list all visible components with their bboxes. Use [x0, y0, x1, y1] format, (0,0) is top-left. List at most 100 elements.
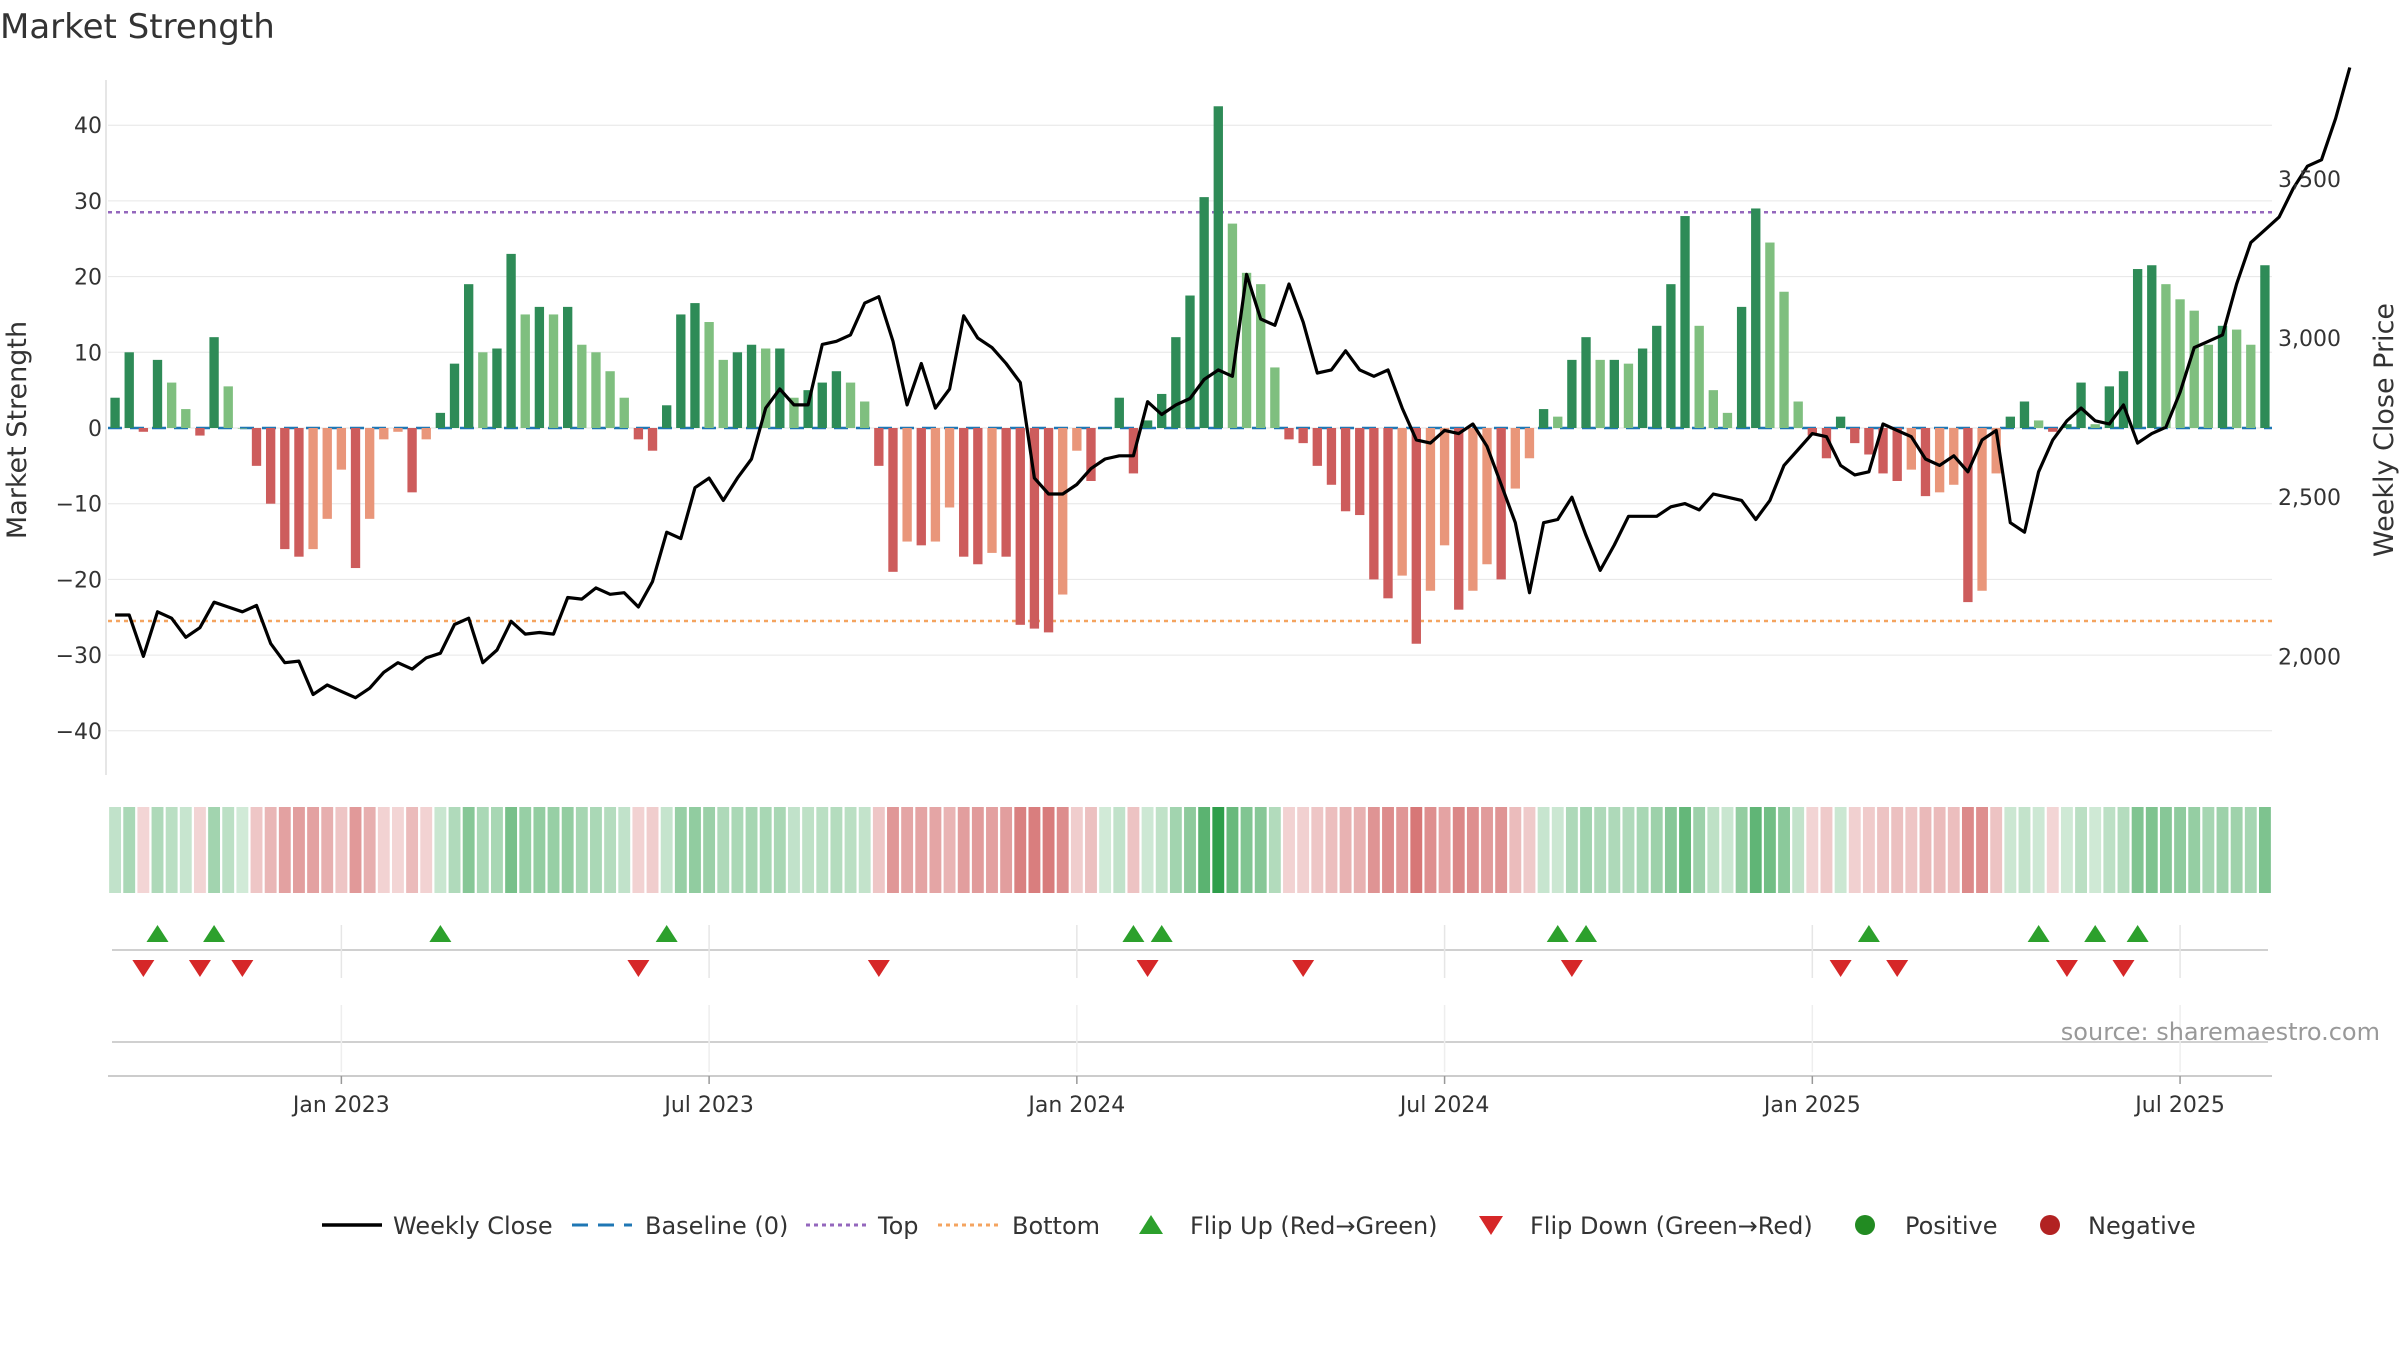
right-axis: 3,500 3,000 2,500 2,000: [2278, 168, 2341, 670]
strength-bar: [1666, 284, 1676, 428]
heat-cell: [1721, 807, 1734, 893]
heat-cell: [1650, 807, 1663, 893]
flip-down-marker: [1136, 960, 1159, 977]
strength-bar: [746, 344, 757, 428]
heat-cell: [491, 807, 503, 893]
strength-bar: [1637, 348, 1648, 428]
flip-down-marker: [188, 960, 211, 977]
heat-cell: [2159, 807, 2172, 893]
strength-bar: [350, 428, 361, 569]
legend-swatch-flip-down: [1479, 1216, 1503, 1235]
strength-bar: [789, 397, 799, 428]
flip-down-marker: [132, 960, 155, 977]
strength-bar: [817, 382, 827, 428]
strength-bar: [1058, 428, 1068, 595]
strength-bar: [888, 428, 898, 572]
heat-cell: [1169, 807, 1182, 893]
heat-cell: [1099, 807, 1112, 893]
heat-cell: [1749, 807, 1762, 893]
strength-bar: [690, 303, 700, 428]
flip-markers-panel: [112, 925, 2268, 978]
heat-cell: [1622, 807, 1635, 893]
heat-cell: [2174, 807, 2187, 893]
heat-cell: [1056, 807, 1069, 893]
heat-cell: [533, 807, 546, 893]
strength-bar: [506, 253, 516, 428]
heat-cell: [632, 807, 645, 893]
heat-cell: [2018, 807, 2031, 893]
flip-up-marker: [1150, 925, 1173, 942]
heat-cell: [1113, 807, 1126, 893]
strength-bar: [577, 344, 587, 428]
strength-bar: [930, 428, 941, 542]
right-tick-label: 2,000: [2278, 645, 2341, 670]
weekly-close-series: [115, 67, 2352, 700]
left-tick-label: 0: [88, 417, 102, 442]
x-axis: Jan 2023 Jul 2023 Jan 2024 Jul 2024 Jan 2025…: [108, 1075, 2272, 1118]
strength-bars: [110, 106, 2270, 644]
strength-bar: [1439, 428, 1450, 546]
strength-bar: [1284, 428, 1294, 440]
heat-cell: [1551, 807, 1564, 893]
strength-bar: [379, 428, 389, 440]
strength-bar: [2217, 325, 2228, 428]
flip-down-marker: [867, 960, 890, 977]
strength-bar: [647, 428, 658, 451]
strength-bar: [407, 428, 417, 493]
heat-cell: [1509, 807, 1522, 893]
strength-bar: [1567, 359, 1577, 428]
heat-cell: [1000, 807, 1013, 893]
flip-up-marker: [1575, 925, 1598, 942]
heat-cell: [604, 807, 617, 893]
strength-bar: [1312, 428, 1322, 466]
flip-down-marker: [231, 960, 254, 977]
heat-cell: [971, 807, 984, 893]
heat-cell: [151, 807, 164, 893]
heat-cell: [717, 807, 730, 893]
strength-bar: [1595, 359, 1605, 428]
strength-bar: [548, 314, 559, 428]
strength-bar: [1553, 416, 1563, 428]
heat-cell: [660, 807, 673, 893]
strength-bar: [449, 363, 460, 428]
heat-cell: [1226, 807, 1239, 893]
heat-cell: [321, 807, 334, 893]
heat-cell: [1608, 807, 1621, 893]
flip-down-marker: [1829, 960, 1852, 977]
flip-up-marker: [146, 925, 169, 942]
legend: Weekly Close Baseline (0) Top Bottom Flip Up…: [322, 1212, 2196, 1240]
heat-cell: [2089, 807, 2102, 893]
strength-bar: [1213, 106, 1223, 429]
legend-label: Bottom: [1012, 1212, 1100, 1240]
heat-cell: [2230, 807, 2243, 893]
strength-bar: [1991, 428, 2001, 474]
heat-cell: [1862, 807, 1875, 893]
heat-cell: [1763, 807, 1776, 893]
legend-label: Flip Up (Red→Green): [1190, 1212, 1438, 1240]
strength-bar: [676, 314, 686, 428]
left-axis-title: Market Strength: [2, 321, 33, 539]
x-tick-label: Jan 2025: [1762, 1093, 1861, 1118]
strength-bar: [1892, 428, 1902, 481]
heat-cell: [363, 807, 376, 893]
strength-bar: [1241, 272, 1252, 428]
strength-bar: [1765, 242, 1775, 428]
heat-cell: [1891, 807, 1904, 893]
legend-label: Negative: [2088, 1212, 2196, 1240]
x-tick-label: Jan 2024: [1026, 1093, 1125, 1118]
strength-bar: [619, 397, 629, 428]
heat-cell: [858, 807, 871, 893]
heat-cell: [1325, 807, 1338, 893]
strength-bar: [1340, 428, 1351, 512]
heat-cell: [2004, 807, 2017, 893]
heat-cell: [1339, 807, 1352, 893]
heat-cell: [2103, 807, 2116, 893]
flip-up-marker: [429, 925, 452, 942]
heat-cell: [646, 807, 659, 893]
strength-bar: [1029, 428, 1040, 629]
strength-bar: [478, 352, 488, 428]
heat-cell: [236, 807, 249, 893]
heat-cell: [773, 807, 786, 893]
strength-bar: [874, 428, 884, 466]
